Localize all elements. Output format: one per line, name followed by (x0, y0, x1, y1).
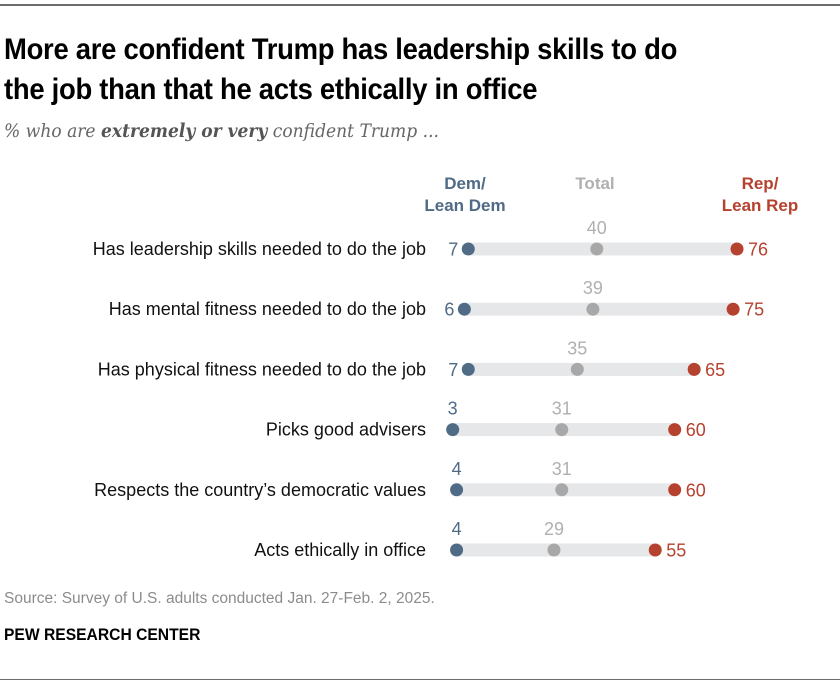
category-label: Has mental fitness needed to do the job (109, 299, 426, 319)
rep-value-label: 60 (686, 480, 706, 500)
total-dot (586, 302, 600, 316)
total-value-label: 40 (587, 218, 607, 238)
source-note: Source: Survey of U.S. adults conducted … (4, 590, 435, 607)
legend-rep-line-2: Lean Rep (721, 196, 799, 215)
legend-total: Total (555, 173, 635, 195)
dem-dot (450, 483, 464, 497)
category-label: Picks good advisers (266, 420, 426, 440)
dem-dot (446, 423, 460, 437)
dem-value-label: 4 (452, 459, 462, 479)
total-dot (547, 543, 561, 557)
dem-value-label: 7 (448, 360, 458, 380)
total-value-label: 29 (544, 519, 564, 539)
dem-dot (461, 242, 475, 256)
rep-dot (668, 423, 682, 437)
title-line-1: More are confident Trump has leadership … (4, 33, 678, 66)
legend-rep-line-1: Rep/ (741, 174, 779, 193)
legend-total-label: Total (575, 174, 615, 193)
dem-value-label: 3 (448, 399, 458, 419)
bottom-rule (0, 679, 840, 680)
rep-dot (730, 242, 744, 256)
rep-value-label: 75 (744, 300, 764, 320)
chart-title: More are confident Trump has leadership … (4, 30, 776, 110)
subtitle-emphasis: extremely or very (100, 120, 268, 142)
brand-logo: PEW RESEARCH CENTER (4, 625, 201, 644)
dem-dot (450, 543, 464, 557)
dem-value-label: 6 (444, 300, 454, 320)
total-dot (590, 242, 604, 256)
title-line-2: the job than that he acts ethically in o… (4, 73, 538, 106)
top-rule (0, 4, 840, 6)
legend-dem-line-2: Lean Dem (424, 196, 506, 215)
rep-dot (687, 362, 701, 376)
rep-dot (726, 302, 740, 316)
total-dot (570, 362, 584, 376)
total-dot (555, 423, 569, 437)
category-label: Respects the country’s democratic values (94, 480, 426, 500)
category-label: Has leadership skills needed to do the j… (93, 239, 426, 259)
total-value-label: 31 (552, 399, 572, 419)
dem-value-label: 7 (448, 240, 458, 260)
legend-rep: Rep/ Lean Rep (700, 173, 820, 217)
rep-dot (668, 483, 682, 497)
subtitle-text-end: confident Trump ... (267, 120, 439, 142)
legend-dem: Dem/ Lean Dem (405, 173, 525, 217)
dem-value-label: 4 (452, 519, 462, 539)
rep-value-label: 65 (705, 360, 725, 380)
total-value-label: 31 (552, 459, 572, 479)
total-value-label: 35 (567, 338, 587, 358)
subtitle-text: % who are (4, 120, 101, 142)
chart-subtitle: % who are extremely or very confident Tr… (4, 120, 439, 142)
rep-value-label: 76 (748, 240, 768, 260)
total-value-label: 39 (583, 278, 603, 298)
rep-value-label: 60 (686, 420, 706, 440)
legend-dem-line-1: Dem/ (444, 174, 486, 193)
category-label: Acts ethically in office (254, 540, 426, 560)
total-dot (555, 483, 569, 497)
rep-value-label: 55 (666, 541, 686, 561)
dem-dot (461, 362, 475, 376)
category-label: Has physical fitness needed to do the jo… (98, 359, 426, 379)
dem-dot (457, 302, 471, 316)
rep-dot (648, 543, 662, 557)
